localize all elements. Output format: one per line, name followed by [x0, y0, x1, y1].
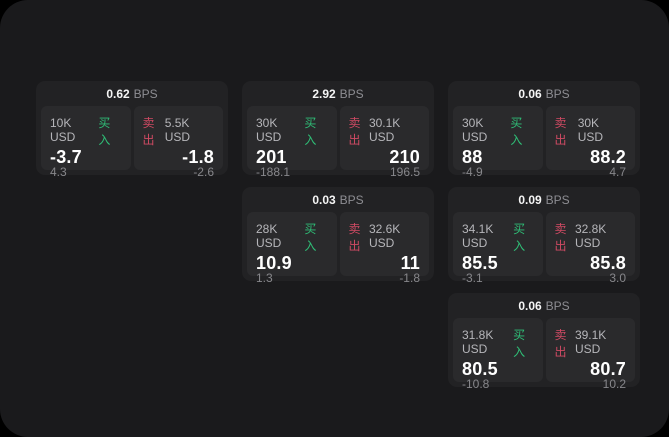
buy-side-label: 买入 — [304, 116, 317, 147]
bps-header: 0.62 BPS — [41, 81, 223, 106]
sell-size-label: 30.1K USD — [368, 116, 401, 144]
buy-size-label: 30K USD — [462, 116, 488, 144]
sell-price: 210 — [389, 147, 420, 167]
buy-delta: 1.3 — [256, 271, 273, 285]
buy-price: 80.5 — [462, 359, 498, 379]
buy-price: 88 — [462, 147, 483, 167]
buy-side-label: 买入 — [510, 116, 523, 147]
sell-size-label: 5.5K USD — [164, 116, 191, 144]
quote-card: 0.06 BPS 30K USD 买入 88 -4.9 卖出 30K USD — [448, 81, 640, 178]
bps-header: 0.03 BPS — [247, 187, 429, 212]
quote-card: 2.92 BPS 30K USD 买入 201 -188.1 卖出 30.1K … — [242, 81, 434, 178]
sell-size-label: 30K USD — [577, 116, 604, 144]
bps-value: 0.06 — [518, 298, 542, 313]
sell-side-label: 卖出 — [554, 116, 567, 147]
bps-unit-label: BPS — [545, 192, 570, 207]
buy-pane[interactable]: 28K USD 买入 10.9 1.3 — [247, 212, 337, 284]
sell-pane[interactable]: 卖出 30.1K USD 210 196.5 — [339, 106, 429, 178]
sell-size-label: 32.8K USD — [574, 222, 607, 250]
quote-card: 0.06 BPS 31.8K USD 买入 80.5 -10.8 卖出 39.1… — [448, 293, 640, 390]
sell-side-label: 卖出 — [142, 116, 155, 147]
buy-delta: -188.1 — [256, 165, 291, 179]
buy-price: -3.7 — [50, 147, 82, 167]
sell-side-label: 卖出 — [348, 222, 361, 253]
quote-card: 0.03 BPS 28K USD 买入 10.9 1.3 卖出 32.6K US… — [242, 187, 434, 284]
sell-delta: 10.2 — [602, 377, 626, 391]
buy-delta: -3.1 — [462, 271, 483, 285]
bps-unit-label: BPS — [339, 86, 364, 101]
bps-value: 0.06 — [518, 86, 542, 101]
buy-price: 10.9 — [256, 253, 292, 273]
buy-price: 201 — [256, 147, 287, 167]
buy-side-label: 买入 — [513, 222, 526, 253]
bps-unit-label: BPS — [339, 192, 364, 207]
sell-pane[interactable]: 卖出 5.5K USD -1.8 -2.6 — [133, 106, 223, 178]
sell-delta: 4.7 — [609, 165, 626, 179]
bps-header: 2.92 BPS — [247, 81, 429, 106]
sell-size-label: 32.6K USD — [368, 222, 401, 250]
sell-size-label: 39.1K USD — [574, 328, 607, 356]
bps-value: 0.62 — [106, 86, 130, 101]
buy-price: 85.5 — [462, 253, 498, 273]
quote-card: 0.09 BPS 34.1K USD 买入 85.5 -3.1 卖出 32.8K… — [448, 187, 640, 284]
bps-unit-label: BPS — [133, 86, 158, 101]
quote-card-grid: 0.62 BPS 10K USD 买入 -3.7 4.3 卖出 5.5K USD — [36, 81, 640, 390]
buy-side-label: 买入 — [98, 116, 111, 147]
buy-pane[interactable]: 34.1K USD 买入 85.5 -3.1 — [453, 212, 543, 284]
bps-value: 0.09 — [518, 192, 542, 207]
bps-value: 2.92 — [312, 86, 336, 101]
bps-header: 0.06 BPS — [453, 293, 635, 318]
buy-pane[interactable]: 30K USD 买入 88 -4.9 — [453, 106, 543, 178]
buy-size-label: 10K USD — [50, 116, 76, 144]
buy-delta: -10.8 — [462, 377, 490, 391]
sell-pane[interactable]: 卖出 32.8K USD 85.8 3.0 — [545, 212, 635, 284]
buy-delta: -4.9 — [462, 165, 483, 179]
sell-price: -1.8 — [182, 147, 214, 167]
sell-price: 80.7 — [590, 359, 626, 379]
sell-delta: 196.5 — [389, 165, 420, 179]
bps-unit-label: BPS — [545, 298, 570, 313]
sell-side-label: 卖出 — [554, 222, 567, 253]
quote-card: 0.62 BPS 10K USD 买入 -3.7 4.3 卖出 5.5K USD — [36, 81, 228, 178]
bps-unit-label: BPS — [545, 86, 570, 101]
sell-pane[interactable]: 卖出 32.6K USD 11 -1.8 — [339, 212, 429, 284]
sell-side-label: 卖出 — [348, 116, 361, 147]
buy-size-label: 28K USD — [256, 222, 282, 250]
sell-side-label: 卖出 — [554, 328, 567, 359]
bps-header: 0.09 BPS — [453, 187, 635, 212]
buy-size-label: 34.1K USD — [462, 222, 494, 250]
buy-delta: 4.3 — [50, 165, 67, 179]
buy-side-label: 买入 — [304, 222, 317, 253]
buy-pane[interactable]: 30K USD 买入 201 -188.1 — [247, 106, 337, 178]
sell-price: 11 — [400, 253, 420, 273]
sell-price: 85.8 — [590, 253, 626, 273]
bps-value: 0.03 — [312, 192, 336, 207]
sell-price: 88.2 — [590, 147, 626, 167]
buy-pane[interactable]: 10K USD 买入 -3.7 4.3 — [41, 106, 131, 178]
sell-delta: -1.8 — [399, 271, 420, 285]
sell-delta: 3.0 — [609, 271, 626, 285]
buy-pane[interactable]: 31.8K USD 买入 80.5 -10.8 — [453, 318, 543, 390]
bps-header: 0.06 BPS — [453, 81, 635, 106]
sell-pane[interactable]: 卖出 39.1K USD 80.7 10.2 — [545, 318, 635, 390]
sell-pane[interactable]: 卖出 30K USD 88.2 4.7 — [545, 106, 635, 178]
buy-size-label: 30K USD — [256, 116, 282, 144]
buy-size-label: 31.8K USD — [462, 328, 494, 356]
buy-side-label: 买入 — [513, 328, 526, 359]
sell-delta: -2.6 — [193, 165, 214, 179]
